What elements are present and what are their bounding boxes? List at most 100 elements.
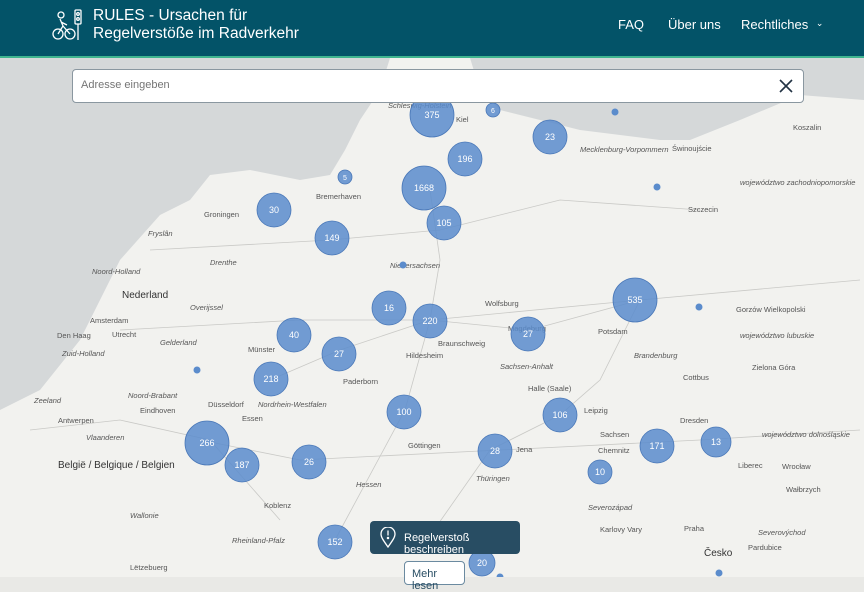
cluster-marker[interactable]: 27 — [321, 336, 357, 372]
place-label: België / Belgique / Belgien — [58, 460, 175, 471]
place-label: Koblenz — [264, 501, 291, 510]
place-label: Dresden — [680, 416, 708, 425]
close-icon[interactable] — [777, 77, 795, 95]
place-label: Antwerpen — [58, 416, 94, 425]
cluster-marker[interactable]: 16 — [371, 290, 407, 326]
report-marker[interactable] — [611, 108, 619, 116]
report-violation-button[interactable]: Regelverstoß beschreiben — [370, 521, 520, 556]
place-label: Brandenburg — [634, 351, 678, 360]
cluster-circle — [337, 169, 353, 185]
cluster-marker[interactable]: 30 — [256, 192, 292, 228]
cluster-circle — [321, 336, 357, 372]
cluster-marker[interactable]: 5 — [337, 169, 353, 185]
place-label: Česko — [704, 546, 733, 559]
cluster-marker[interactable]: 13 — [700, 426, 732, 458]
nav-legal[interactable]: Rechtliches ⌄ — [741, 17, 823, 32]
nav-faq[interactable]: FAQ — [618, 17, 645, 32]
address-input[interactable] — [81, 79, 761, 91]
cluster-marker[interactable]: 218 — [253, 361, 289, 397]
place-label: Potsdam — [598, 327, 628, 336]
address-search — [72, 69, 804, 103]
place-label: Bremerhaven — [316, 192, 361, 201]
report-marker[interactable] — [653, 183, 661, 191]
cluster-marker[interactable]: 10 — [587, 459, 613, 485]
cluster-count: 16 — [384, 303, 394, 313]
place-label: Mecklenburg-Vorpommern — [580, 145, 669, 154]
place-label: Gelderland — [160, 338, 198, 347]
cluster-marker[interactable]: 171 — [639, 428, 675, 464]
cluster-marker[interactable]: 266 — [184, 420, 230, 466]
place-label: Zielona Góra — [752, 363, 796, 372]
cluster-count: 30 — [269, 205, 279, 215]
cyclist-traffic-light-logo[interactable] — [50, 8, 84, 42]
cluster-circle — [587, 459, 613, 485]
place-label: Groningen — [204, 210, 239, 219]
cluster-circle — [291, 444, 327, 480]
place-label: Hessen — [356, 480, 381, 489]
report-marker[interactable] — [496, 573, 504, 578]
cluster-marker[interactable]: 535 — [612, 277, 658, 323]
cluster-marker[interactable]: 100 — [386, 394, 422, 430]
place-label: Chemnitz — [598, 446, 630, 455]
place-label: Utrecht — [112, 330, 137, 339]
cluster-marker[interactable]: 40 — [276, 317, 312, 353]
report-marker[interactable] — [193, 366, 201, 374]
place-label: Rheinland-Pfalz — [232, 536, 285, 545]
cluster-count: 105 — [436, 218, 451, 228]
report-marker[interactable] — [695, 303, 703, 311]
place-label: Hildesheim — [406, 351, 443, 360]
site-title[interactable]: RULES - Ursachen für Regelverstöße im Rad… — [93, 7, 299, 43]
cluster-marker[interactable]: 149 — [314, 220, 350, 256]
place-label: Braunschweig — [438, 339, 485, 348]
place-label: Sachsen-Anhalt — [500, 362, 554, 371]
place-label: Düsseldorf — [208, 400, 245, 409]
cluster-circle — [371, 290, 407, 326]
cluster-marker[interactable]: 375 — [409, 92, 455, 138]
report-marker[interactable] — [715, 569, 723, 577]
place-label: Halle (Saale) — [528, 384, 572, 393]
report-marker[interactable] — [399, 261, 407, 269]
cluster-count: 171 — [649, 441, 664, 451]
cluster-marker[interactable]: 106 — [542, 397, 578, 433]
place-label: Jena — [516, 445, 533, 454]
cluster-count: 23 — [545, 132, 555, 142]
cluster-circle — [639, 428, 675, 464]
cluster-circle — [542, 397, 578, 433]
cluster-count: 5 — [343, 175, 347, 182]
map-canvas[interactable]: Schleswig-HolsteinKielMecklenburg-Vorpom… — [0, 58, 864, 577]
map-pin-alert-icon — [380, 527, 396, 548]
cluster-circle — [532, 119, 568, 155]
cluster-circle — [386, 394, 422, 430]
cluster-circle — [612, 277, 658, 323]
place-label: województwo dolnośląskie — [762, 430, 850, 439]
cluster-marker[interactable]: 27 — [510, 316, 546, 352]
cluster-marker[interactable]: 196 — [447, 141, 483, 177]
top-bar: RULES - Ursachen für Regelverstöße im Rad… — [0, 0, 864, 58]
place-label: województwo lubuskie — [740, 331, 814, 340]
cluster-marker[interactable]: 23 — [532, 119, 568, 155]
north-sea — [0, 58, 390, 410]
cluster-marker[interactable]: 28 — [477, 433, 513, 469]
cluster-marker[interactable]: 220 — [412, 303, 448, 339]
cluster-circle — [412, 303, 448, 339]
cluster-circle — [426, 205, 462, 241]
place-label: Den Haag — [57, 331, 91, 340]
cluster-marker[interactable]: 26 — [291, 444, 327, 480]
place-label: Nederland — [122, 290, 168, 301]
cluster-count: 27 — [523, 329, 533, 339]
cluster-marker[interactable]: 187 — [224, 447, 260, 483]
cluster-count: 149 — [324, 233, 339, 243]
cluster-marker[interactable]: 6 — [485, 102, 501, 118]
cluster-circle — [447, 141, 483, 177]
place-label: Szczecin — [688, 205, 718, 214]
place-label: Severozápad — [588, 503, 633, 512]
nav-about[interactable]: Über uns — [668, 17, 721, 32]
place-label: Severovýchod — [758, 528, 806, 537]
read-more-button[interactable]: Mehr lesen — [404, 561, 465, 592]
place-label: Vlaanderen — [86, 433, 124, 442]
title-line-1: RULES - Ursachen für — [93, 7, 248, 24]
cluster-marker[interactable]: 152 — [317, 524, 353, 560]
place-label: Liberec — [738, 461, 763, 470]
cluster-marker[interactable]: 105 — [426, 205, 462, 241]
cluster-marker[interactable]: 1668 — [401, 165, 447, 211]
